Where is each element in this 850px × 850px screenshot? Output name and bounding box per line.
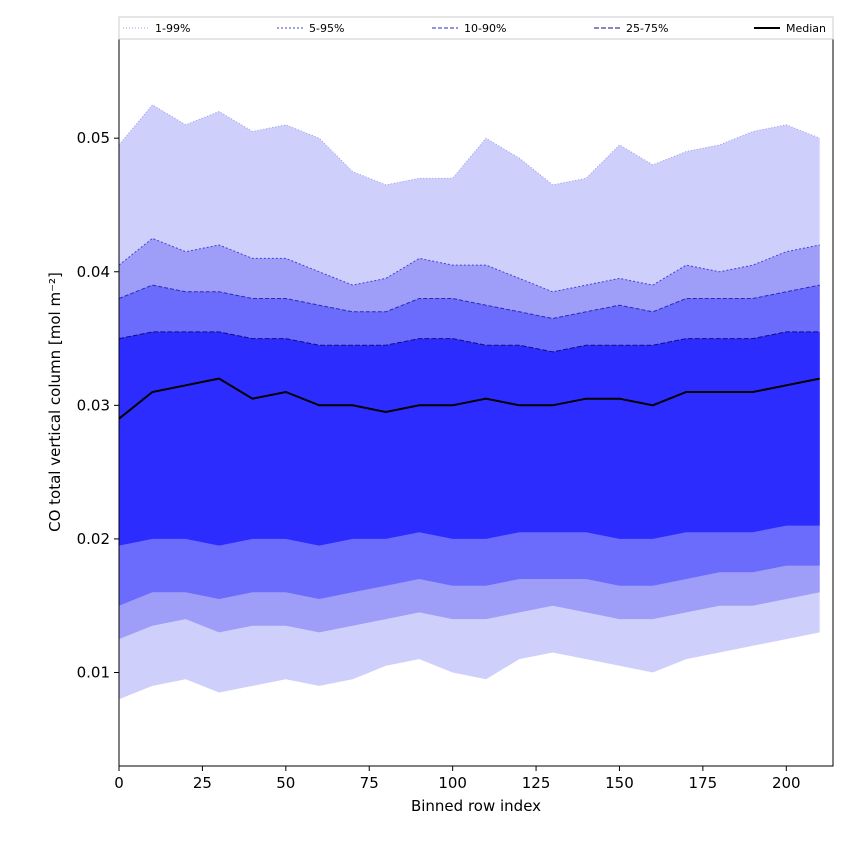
legend-label: 10-90% [464, 22, 506, 35]
band-area-25-75- [119, 331, 820, 546]
legend-label: Median [786, 22, 826, 35]
band-upper-line-1-99- [119, 104, 820, 186]
band-upper-line-25-75- [119, 331, 820, 353]
x-tick-label: 150 [605, 774, 634, 792]
legend: 1-99% 5-95% 10-90% 25-75% Median [118, 16, 834, 40]
band-upper-line-5-95- [119, 237, 820, 293]
x-tick-label: 25 [193, 774, 212, 792]
legend-frame [118, 16, 834, 40]
x-tick-label: 125 [522, 774, 551, 792]
y-tick-label: 0.02 [77, 530, 110, 548]
y-tick-label: 0.05 [77, 129, 110, 147]
y-tick-label: 0.03 [77, 396, 110, 414]
x-axis-label: Binned row index [411, 797, 541, 815]
legend-label: 1-99% [155, 22, 190, 35]
x-tick-label: 50 [276, 774, 295, 792]
y-axis: 0.01 0.02 0.03 0.04 0.05 [77, 129, 119, 681]
y-tick-label: 0.01 [77, 663, 110, 681]
x-tick-label: 100 [438, 774, 467, 792]
x-tick-label: 75 [360, 774, 379, 792]
legend-label: 25-75% [626, 22, 668, 35]
x-tick-label: 200 [772, 774, 801, 792]
x-axis: 0 25 50 75 100 125 150 175 200 [114, 766, 801, 792]
median-line [119, 377, 820, 420]
band-upper-line-10-90- [119, 284, 820, 320]
x-tick-label: 0 [114, 774, 124, 792]
y-tick-label: 0.04 [77, 263, 110, 281]
legend-label: 5-95% [309, 22, 344, 35]
median-layer [119, 377, 820, 420]
x-tick-label: 175 [689, 774, 718, 792]
y-axis-label: CO total vertical column [mol m⁻²] [46, 272, 64, 532]
